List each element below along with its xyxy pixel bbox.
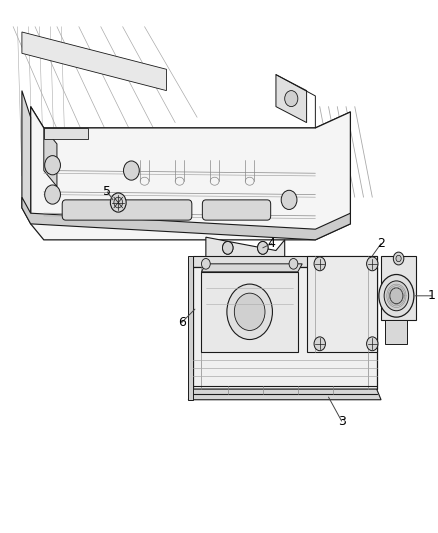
- Polygon shape: [31, 107, 350, 240]
- Circle shape: [289, 259, 298, 269]
- Polygon shape: [385, 320, 407, 344]
- Polygon shape: [201, 264, 302, 272]
- Polygon shape: [44, 128, 57, 187]
- Circle shape: [260, 245, 265, 251]
- Circle shape: [285, 91, 298, 107]
- Circle shape: [396, 255, 401, 262]
- Polygon shape: [193, 256, 377, 266]
- Polygon shape: [307, 256, 377, 352]
- Circle shape: [223, 241, 233, 254]
- Circle shape: [314, 257, 325, 271]
- FancyBboxPatch shape: [62, 200, 192, 220]
- Circle shape: [367, 337, 378, 351]
- Circle shape: [367, 257, 378, 271]
- Polygon shape: [22, 91, 31, 224]
- Circle shape: [223, 241, 233, 254]
- Circle shape: [45, 185, 60, 204]
- Polygon shape: [201, 272, 298, 352]
- Circle shape: [225, 245, 230, 251]
- Circle shape: [201, 259, 210, 269]
- Text: 5: 5: [103, 185, 111, 198]
- Circle shape: [124, 161, 139, 180]
- Circle shape: [393, 252, 404, 265]
- Circle shape: [45, 156, 60, 175]
- Polygon shape: [206, 237, 285, 272]
- Circle shape: [234, 293, 265, 330]
- Circle shape: [258, 241, 268, 254]
- Text: 6: 6: [178, 316, 186, 329]
- Polygon shape: [22, 197, 350, 240]
- Polygon shape: [381, 256, 416, 320]
- Text: 2: 2: [377, 237, 385, 250]
- FancyBboxPatch shape: [202, 200, 271, 220]
- Polygon shape: [31, 107, 350, 139]
- Circle shape: [390, 288, 403, 304]
- Circle shape: [314, 337, 325, 351]
- Circle shape: [114, 197, 123, 208]
- Polygon shape: [188, 256, 193, 400]
- Polygon shape: [188, 389, 381, 400]
- Text: 1: 1: [427, 289, 435, 302]
- Circle shape: [384, 281, 409, 311]
- Polygon shape: [44, 128, 88, 139]
- Text: 3: 3: [338, 415, 346, 427]
- Polygon shape: [193, 266, 377, 389]
- Polygon shape: [276, 75, 307, 123]
- Circle shape: [379, 274, 414, 317]
- Circle shape: [258, 241, 268, 254]
- Circle shape: [281, 190, 297, 209]
- Circle shape: [227, 284, 272, 340]
- Text: 4: 4: [268, 237, 276, 250]
- Circle shape: [110, 193, 126, 212]
- Polygon shape: [22, 32, 166, 91]
